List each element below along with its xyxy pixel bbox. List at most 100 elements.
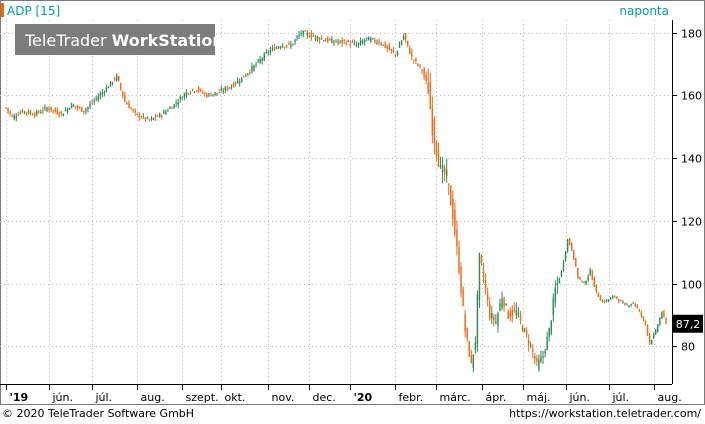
candle-body: [118, 76, 120, 81]
candle-body: [238, 81, 241, 84]
candle-body: [552, 298, 554, 316]
candle-body: [648, 333, 651, 344]
candle-body: [421, 69, 423, 71]
x-tick-label: dec.: [313, 391, 336, 404]
candle-body: [68, 108, 71, 110]
candle-body: [183, 93, 186, 97]
candle-body: [312, 35, 315, 37]
candle-body: [185, 91, 188, 96]
candle-body: [128, 103, 130, 109]
candle-body: [392, 50, 395, 53]
x-tick-label: febr.: [399, 391, 424, 404]
candle-body: [343, 39, 345, 42]
candle-body: [228, 87, 231, 89]
candle-body: [646, 324, 649, 335]
candle-body: [109, 81, 112, 86]
candle-body: [54, 108, 56, 112]
candle-body: [599, 296, 602, 301]
candle-body: [269, 50, 272, 53]
candle-body: [249, 71, 251, 73]
symbol-marker: [1, 3, 4, 17]
candle-body: [521, 325, 524, 332]
candle-body: [478, 252, 481, 300]
x-tick-label: ápr.: [486, 391, 507, 404]
source-url[interactable]: https://workstation.teletrader.com/: [509, 407, 701, 420]
candle-body: [288, 42, 290, 44]
candle-body: [376, 42, 378, 44]
candle-body: [415, 58, 417, 61]
candle-body: [322, 40, 325, 42]
candle-body: [366, 37, 368, 39]
last-price-box: [673, 314, 703, 333]
candle-body: [628, 305, 630, 307]
candle-body: [452, 198, 454, 219]
candle-body: [495, 321, 497, 323]
candle-body: [431, 106, 434, 135]
last-price-label: 87,2: [676, 318, 701, 331]
candle-body: [503, 297, 505, 308]
candle-body: [195, 90, 198, 92]
candle-body: [402, 35, 405, 40]
candle-body: [413, 59, 415, 61]
chart-frame: [0, 0, 705, 405]
candle-body: [60, 111, 63, 114]
candle-body: [46, 107, 48, 112]
candle-body: [363, 40, 366, 42]
candle-body: [257, 59, 259, 63]
candle-body: [19, 112, 22, 114]
symbol-label[interactable]: ADP [15]: [7, 4, 60, 18]
candle-body: [263, 53, 265, 61]
candle-body: [281, 45, 284, 48]
candle-body: [146, 117, 149, 119]
candle-body: [482, 270, 485, 278]
x-tick-label: júl.: [612, 391, 630, 404]
candle-body: [234, 82, 237, 84]
candle-body: [314, 35, 317, 39]
candle-body: [497, 313, 499, 327]
candle-body: [589, 269, 591, 275]
candle-body: [427, 82, 429, 94]
candle-body: [273, 47, 276, 51]
candle-body: [316, 36, 319, 40]
y-axis-ticks: 80 100 120 140 160 180: [672, 28, 702, 354]
candle-body: [81, 107, 83, 112]
candle-body: [181, 98, 183, 100]
y-tick-label: 160: [681, 90, 702, 103]
candle-body: [620, 299, 622, 302]
x-tick-label: '19: [10, 391, 29, 404]
candle-body: [23, 111, 26, 113]
candle-body: [480, 255, 483, 264]
candle-body: [345, 42, 347, 45]
candle-body: [558, 278, 561, 284]
candle-body: [7, 107, 9, 112]
candle-body: [103, 92, 106, 94]
candle-body: [603, 301, 606, 303]
candle-body: [663, 310, 665, 317]
candle-body: [429, 81, 432, 109]
x-tick-label: máj.: [527, 391, 551, 404]
candle-body: [577, 268, 579, 279]
candle-body: [277, 46, 280, 49]
candlestick-series: [5, 29, 667, 373]
candle-body: [132, 109, 134, 111]
y-tick-label: 140: [681, 153, 702, 166]
candle-body: [150, 117, 153, 120]
candle-body: [394, 54, 397, 56]
period-label[interactable]: naponta: [619, 4, 669, 18]
y-tick-label: 120: [681, 216, 702, 229]
candle-body: [441, 165, 444, 173]
x-tick-label: szept.: [186, 391, 219, 404]
candle-body: [42, 109, 44, 111]
candle-body: [622, 302, 624, 304]
candle-body: [77, 105, 79, 109]
candle-body: [372, 38, 374, 40]
candle-body: [484, 280, 487, 289]
candle-body: [253, 65, 255, 71]
candle-body: [148, 119, 151, 121]
candle-body: [611, 296, 614, 298]
candle-body: [306, 32, 309, 35]
candle-body: [175, 102, 177, 104]
candle-body: [134, 109, 136, 113]
candle-body: [472, 354, 475, 368]
candle-body: [523, 328, 526, 331]
